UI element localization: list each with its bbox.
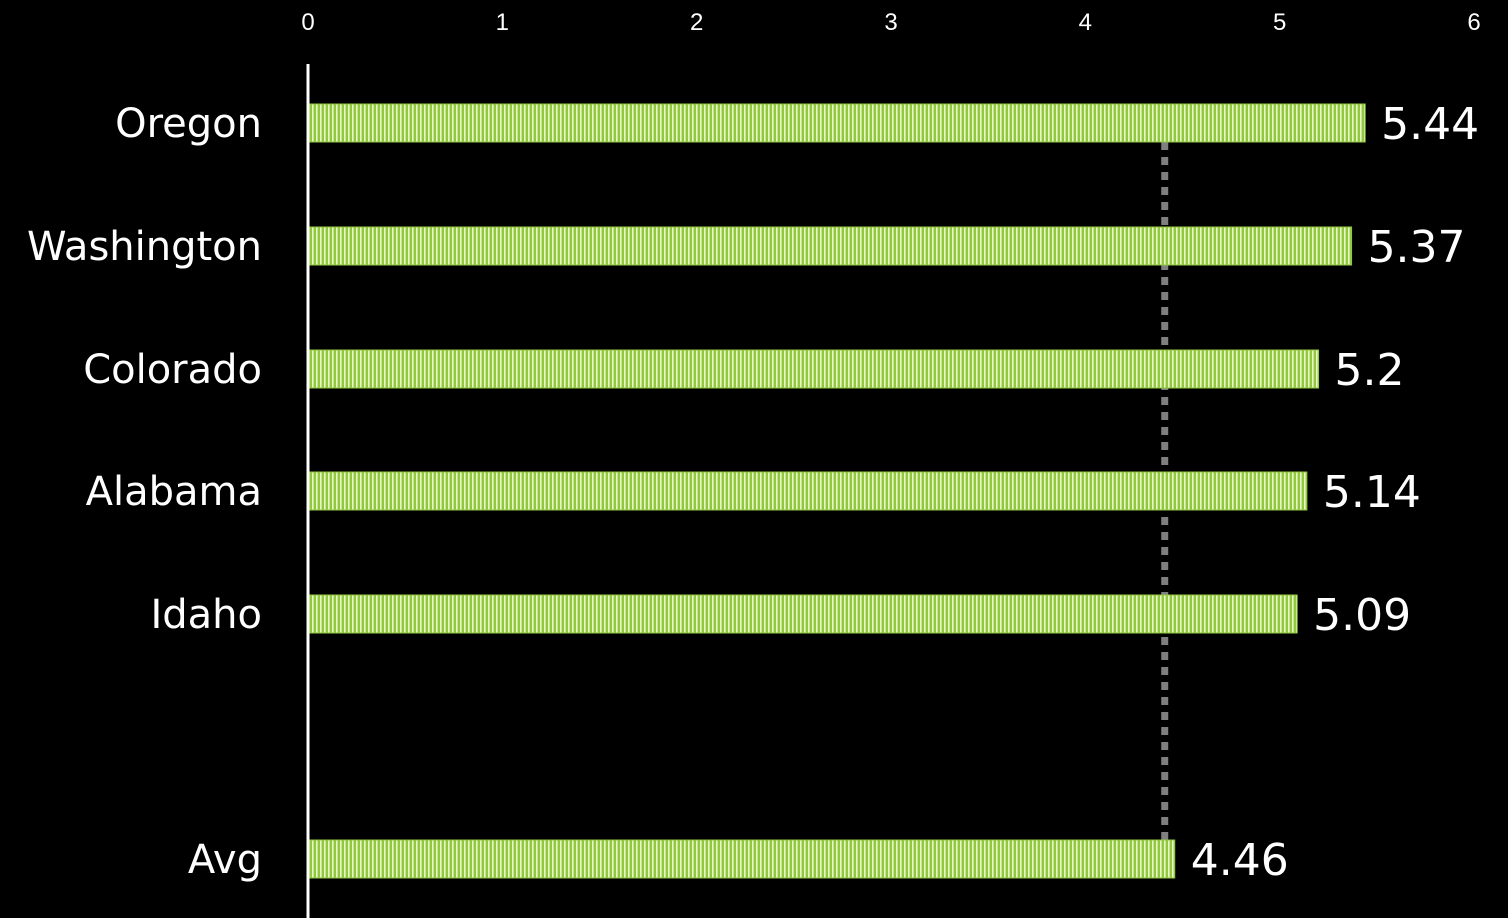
category-labels: Oregon Washington Colorado Alabama Idaho Avg: [27, 101, 262, 883]
x-axis-ticks: 0 1 2 3 4 5 6: [301, 9, 1480, 36]
value-label-idaho: 5.09: [1313, 590, 1411, 641]
category-label-oregon: Oregon: [115, 101, 262, 147]
x-tick-label: 5: [1273, 9, 1286, 36]
value-label-avg: 4.46: [1191, 835, 1289, 886]
category-label-alabama: Alabama: [86, 469, 262, 515]
x-tick-label: 0: [301, 9, 314, 36]
x-tick-label: 1: [496, 9, 509, 36]
x-tick-label: 4: [1079, 9, 1092, 36]
x-tick-label: 3: [884, 9, 897, 36]
bar-colorado: [309, 349, 1320, 389]
x-tick-label: 6: [1467, 9, 1480, 36]
bar-alabama: [309, 471, 1308, 511]
category-label-idaho: Idaho: [150, 592, 262, 638]
value-label-colorado: 5.2: [1335, 345, 1405, 396]
bar-oregon: [309, 103, 1366, 143]
value-label-alabama: 5.14: [1323, 467, 1421, 518]
category-label-avg: Avg: [188, 837, 262, 883]
value-labels: 5.44 5.37 5.2 5.14 5.09 4.46: [1191, 99, 1479, 886]
bars-group: [309, 103, 1366, 879]
bar-idaho: [309, 594, 1298, 634]
bar-washington: [309, 226, 1353, 266]
x-tick-label: 2: [690, 9, 703, 36]
value-label-washington: 5.37: [1368, 222, 1466, 273]
category-label-colorado: Colorado: [83, 347, 262, 393]
bar-avg: [309, 839, 1176, 879]
value-label-oregon: 5.44: [1381, 99, 1479, 150]
category-label-washington: Washington: [27, 224, 262, 270]
